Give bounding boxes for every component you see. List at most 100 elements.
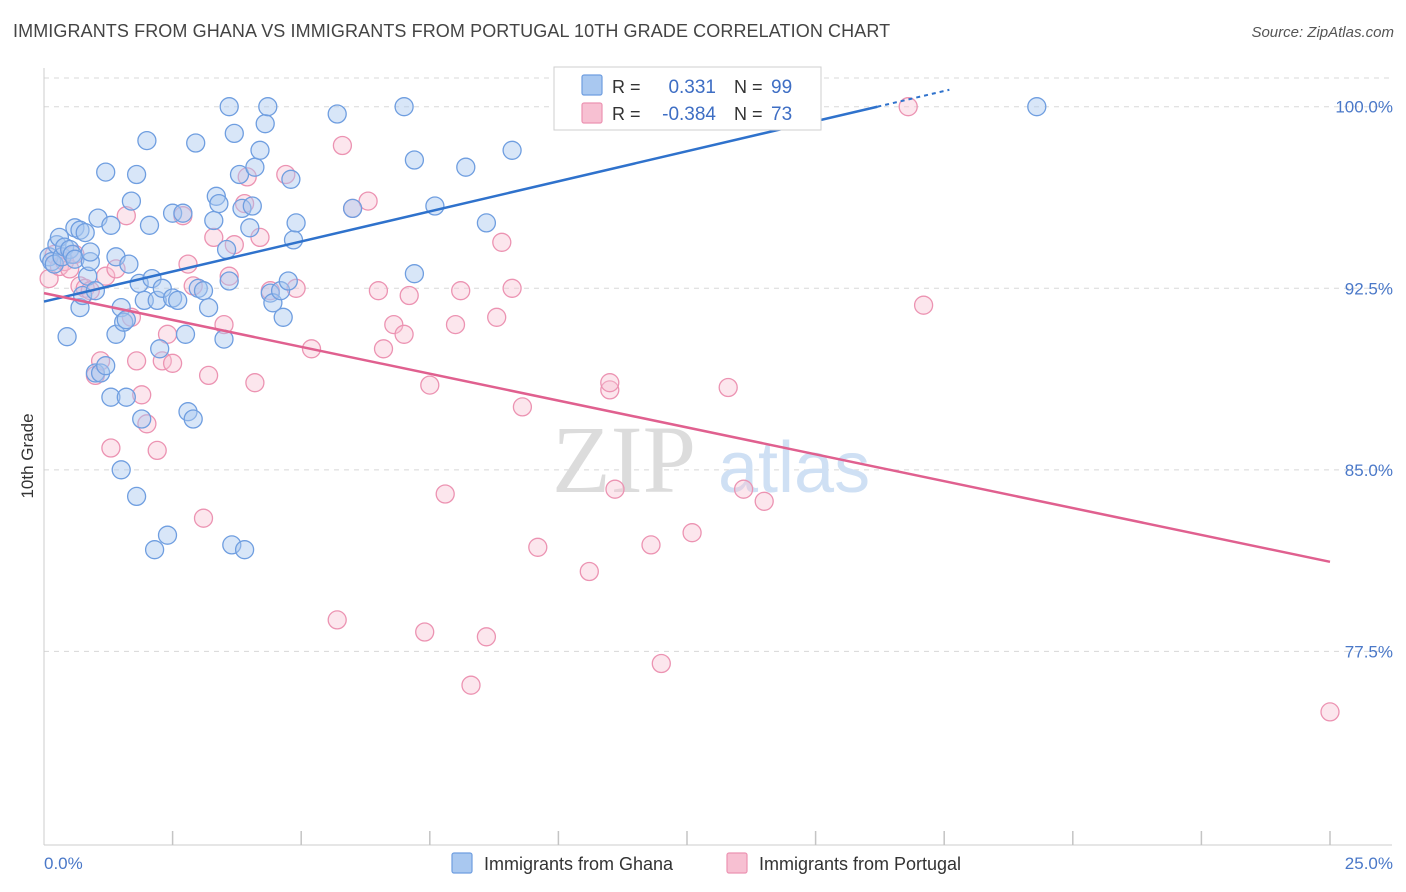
portugal-point (373, 339, 394, 359)
portugal-point (250, 227, 270, 248)
ghana-point (250, 140, 270, 160)
ghana-point (273, 307, 293, 327)
ghana-point (111, 460, 131, 480)
legend-r-label-ghana: R = (612, 77, 641, 97)
ghana-point (270, 281, 291, 301)
portugal-point (898, 97, 918, 117)
ghana-point (263, 293, 283, 313)
portugal-point (204, 227, 224, 248)
y-tick-label: 77.5% (1345, 642, 1393, 661)
watermark-zip: ZIP (552, 406, 696, 513)
portugal-point (600, 373, 620, 393)
legend-r-label-portugal: R = (612, 104, 641, 124)
x-ticks (171, 831, 1331, 845)
ghana-point (57, 327, 77, 347)
portugal-point (651, 653, 671, 674)
ghana-point (278, 271, 298, 291)
ghana-point (157, 525, 178, 545)
y-tick-label: 85.0% (1345, 461, 1393, 480)
bottom-legend-label-ghana: Immigrants from Ghana (484, 854, 674, 874)
ghana-point (404, 150, 425, 170)
portugal-point (605, 479, 625, 499)
legend-r-value-portugal: -0.384 (662, 104, 716, 125)
ghana-point (162, 288, 183, 308)
ghana-point (152, 278, 172, 298)
portugal-point (147, 440, 167, 461)
y-tick-labels: 77.5% 85.0% 92.5% 100.0% (1335, 98, 1393, 662)
ghana-point (240, 218, 260, 238)
x-tick-label-max: 25.0% (1345, 854, 1393, 873)
portugal-point (461, 675, 481, 695)
portugal-point (198, 365, 219, 386)
bottom-legend-swatch-portugal (726, 852, 748, 874)
portugal-point (579, 561, 599, 582)
ghana-point (168, 290, 188, 311)
chart-title: IMMIGRANTS FROM GHANA VS IMMIGRANTS FROM… (13, 21, 891, 41)
portugal-point (913, 295, 934, 315)
portugal-point (682, 523, 702, 543)
ghana-point (204, 210, 224, 231)
ghana-point (476, 213, 497, 233)
portugal-point (237, 167, 257, 187)
portugal-point (600, 380, 620, 400)
ghana-point (139, 215, 160, 235)
ghana-point (80, 242, 100, 262)
portugal-point (368, 281, 389, 301)
legend-n-label-ghana: N = (734, 77, 763, 97)
portugal-point (476, 627, 497, 647)
ghana-point (234, 540, 255, 560)
y-tick-label: 92.5% (1345, 279, 1393, 298)
ghana-point (47, 235, 67, 255)
scatter-points (39, 97, 1340, 722)
portugal-point (327, 610, 347, 630)
ghana-point (114, 312, 134, 332)
ghana-point (65, 218, 85, 238)
ghana-trend-line (43, 105, 878, 303)
ghana-point (44, 254, 64, 274)
ghana-point (96, 356, 116, 376)
ghana-point (116, 387, 136, 407)
ghana-point (222, 535, 242, 555)
portugal-point (126, 351, 147, 371)
ghana-point (175, 324, 196, 344)
ghana-point (137, 130, 157, 151)
legend: R = 0.331 N = 99 R = -0.384 N = 73 (553, 66, 822, 131)
ghana-point (255, 114, 275, 134)
watermark-atlas: atlas (718, 428, 870, 508)
ghana-point (216, 239, 237, 260)
portugal-point (162, 353, 183, 373)
portugal-point (183, 276, 203, 296)
legend-n-value-portugal: 73 (771, 104, 792, 125)
ghana-point (106, 324, 126, 344)
portugal-point (754, 491, 774, 511)
portugal-point (101, 438, 121, 458)
portugal-point (451, 281, 471, 301)
portugal-point (718, 377, 738, 398)
bottom-legend-label-portugal: Immigrants from Portugal (759, 854, 961, 874)
ghana-point (186, 133, 206, 153)
portugal-point (512, 397, 533, 417)
ghana-point (209, 193, 229, 214)
ghana-point (456, 157, 476, 177)
y-axis-title: 10th Grade (18, 413, 37, 498)
ghana-point (258, 97, 278, 117)
ghana-point (126, 164, 147, 185)
portugal-point (415, 622, 435, 642)
watermark: ZIP atlas (552, 406, 870, 513)
legend-r-value-ghana: 0.331 (668, 77, 716, 98)
portugal-point (132, 385, 152, 405)
ghana-point (121, 191, 142, 211)
ghana-point (219, 271, 239, 291)
portugal-point (492, 232, 512, 252)
trend-lines (43, 88, 1331, 564)
ghana-point (342, 198, 363, 219)
ghana-point (242, 196, 262, 216)
portugal-point (528, 537, 548, 557)
portugal-point (399, 285, 419, 306)
portugal-point (420, 375, 440, 395)
y-tick-label: 100.0% (1335, 98, 1393, 117)
ghana-point (116, 310, 136, 330)
ghana-point (1027, 97, 1047, 117)
ghana-point (144, 540, 165, 560)
portugal-point (332, 135, 353, 156)
